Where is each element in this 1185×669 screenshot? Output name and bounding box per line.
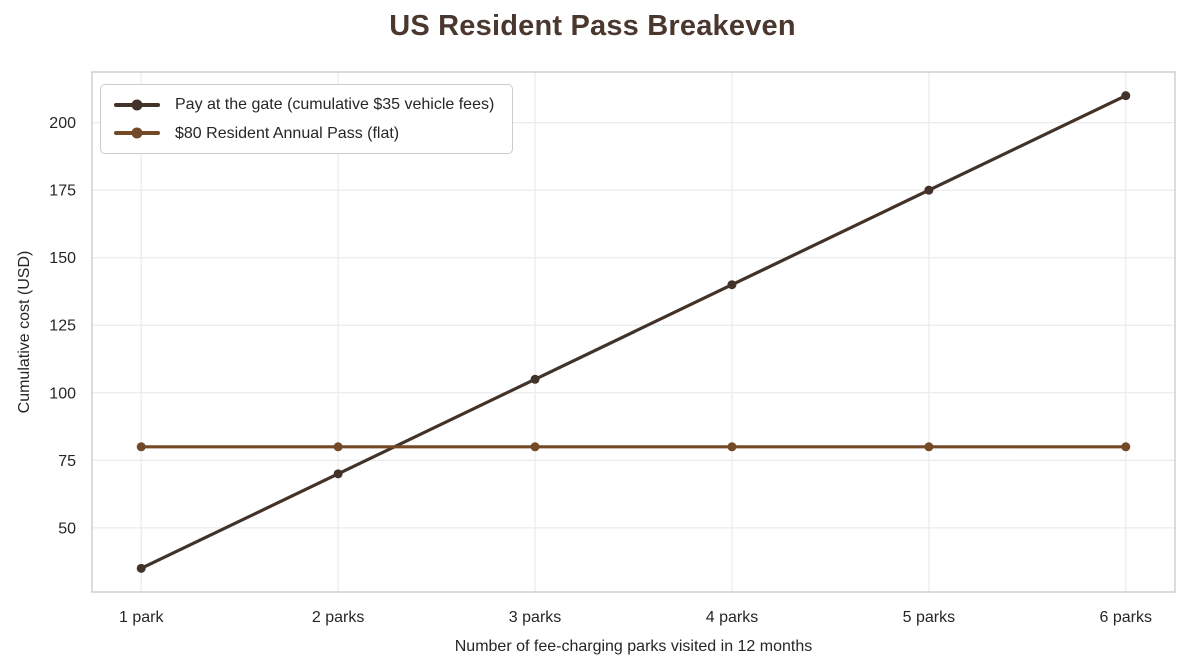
legend-item: Pay at the gate (cumulative $35 vehicle … bbox=[114, 94, 494, 116]
legend-line-marker bbox=[114, 99, 160, 111]
data-point-marker bbox=[530, 442, 540, 452]
data-point-marker bbox=[136, 442, 146, 452]
y-tick-label: 175 bbox=[49, 183, 76, 200]
data-point-marker bbox=[333, 442, 343, 452]
y-axis-label: Cumulative cost (USD) bbox=[16, 250, 33, 414]
chart-title: US Resident Pass Breakeven bbox=[389, 10, 796, 42]
y-tick-label: 200 bbox=[49, 115, 76, 132]
plot-border bbox=[91, 71, 1176, 593]
data-point-marker bbox=[924, 185, 934, 195]
legend-dot-icon bbox=[131, 127, 143, 139]
series-line-0 bbox=[139, 94, 1128, 570]
x-tick-label: 6 parks bbox=[1100, 609, 1152, 626]
legend-label: $80 Resident Annual Pass (flat) bbox=[175, 124, 400, 142]
y-tick-label: 50 bbox=[58, 520, 76, 537]
x-tick-label: 1 park bbox=[119, 609, 164, 626]
legend: Pay at the gate (cumulative $35 vehicle … bbox=[100, 84, 514, 155]
y-tick-label: 125 bbox=[49, 318, 76, 335]
data-point-marker bbox=[1121, 91, 1131, 101]
x-axis-label: Number of fee-charging parks visited in … bbox=[454, 638, 813, 655]
x-tick-label: 3 parks bbox=[509, 609, 561, 626]
y-tick-label: 100 bbox=[49, 385, 76, 402]
legend-line-marker bbox=[114, 127, 160, 139]
y-tick-label: 75 bbox=[58, 453, 76, 470]
data-point-marker bbox=[1121, 442, 1131, 452]
data-point-marker bbox=[727, 280, 737, 290]
data-point-marker bbox=[136, 563, 146, 573]
data-point-marker bbox=[530, 374, 540, 384]
data-point-marker bbox=[924, 442, 934, 452]
legend-dot-icon bbox=[131, 99, 143, 111]
x-tick-label: 4 parks bbox=[706, 609, 758, 626]
legend-item: $80 Resident Annual Pass (flat) bbox=[114, 123, 494, 145]
x-tick-label: 2 parks bbox=[312, 609, 364, 626]
data-point-marker bbox=[727, 442, 737, 452]
x-tick-label: 5 parks bbox=[903, 609, 955, 626]
legend-label: Pay at the gate (cumulative $35 vehicle … bbox=[175, 96, 495, 113]
y-tick-label: 150 bbox=[49, 250, 76, 267]
data-point-marker bbox=[333, 469, 343, 479]
